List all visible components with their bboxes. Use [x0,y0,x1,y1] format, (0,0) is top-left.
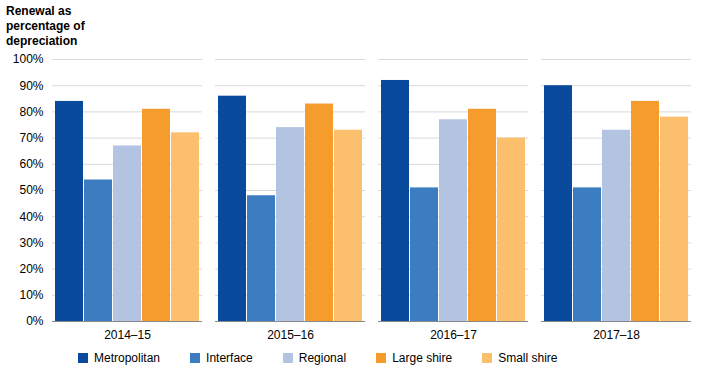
html-text:Metropolitan: Metropolitan [94,351,160,365]
html-text:Renewal as percentage of depre: Renewal as percentage of depreciation [6,4,85,48]
svg-text:40%: 40% [19,210,43,224]
html-text:Small shire: Small shire [498,351,558,365]
html-text:Interface: Interface [206,351,253,365]
svg-text:0%: 0% [26,314,44,328]
svg-text:70%: 70% [19,131,43,145]
svg-text:2015–16: 2015–16 [267,328,314,342]
svg-text:20%: 20% [19,262,43,276]
svg-text:50%: 50% [19,183,43,197]
svg-text:2014–15: 2014–15 [104,328,151,342]
svg-text:30%: 30% [19,236,43,250]
html-text:Regional: Regional [298,351,347,365]
svg-text:90%: 90% [19,79,43,93]
svg-text:10%: 10% [19,288,43,302]
svg-text:2016–17: 2016–17 [430,328,477,342]
svg-text:80%: 80% [19,105,43,119]
svg-text:100%: 100% [13,52,44,66]
svg-text:60%: 60% [19,157,43,171]
svg-text:2017–18: 2017–18 [593,328,640,342]
html-text:Large shire: Large shire [392,351,453,365]
